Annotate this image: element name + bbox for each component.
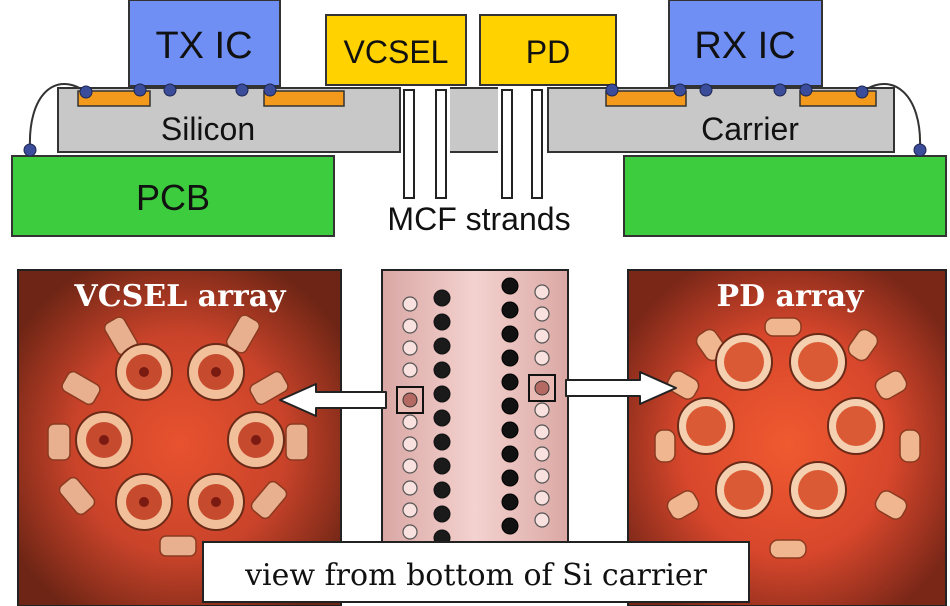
arrow-to-pd	[565, 371, 677, 405]
arrow-to-vcsel	[279, 383, 387, 417]
tx-ic-chip	[128, 0, 281, 87]
wire-bonds	[28, 83, 922, 149]
rx-ic-label: RX IC	[694, 25, 795, 67]
pcb-left	[11, 155, 335, 237]
mcf-strands	[403, 89, 543, 199]
pcb-right	[623, 155, 947, 237]
vcsel-array-title: VCSEL array	[73, 279, 287, 314]
vcsel-emitters	[75, 343, 285, 531]
solder-bumps	[23, 83, 927, 157]
fiber-core-columns	[402, 277, 550, 547]
vcsel-micrograph: VCSEL array	[17, 269, 342, 606]
vcsel-label: VCSEL	[344, 34, 449, 70]
caption-box: view from bottom of Si carrier	[202, 541, 750, 603]
pd-array-title: PD array	[717, 279, 866, 314]
vcsel-chip	[325, 14, 467, 86]
silicon-carrier-middle	[450, 88, 498, 152]
silicon-label: Silicon	[161, 111, 255, 147]
carrier-label: Carrier	[701, 111, 799, 147]
rx-ic-chip	[668, 0, 823, 87]
tx-ic-label: TX IC	[155, 25, 252, 67]
pd-chip	[479, 14, 617, 86]
mcf-strands-label: MCF strands	[387, 201, 570, 237]
pcb-label: PCB	[136, 177, 210, 218]
fiber-end-micrograph	[381, 269, 569, 561]
cross-section: TX IC RX IC VCSEL PD Silicon Carrier PCB…	[11, 0, 947, 237]
pd-detectors	[677, 333, 885, 519]
pd-label: PD	[526, 34, 570, 70]
caption-text: view from bottom of Si carrier	[244, 558, 708, 593]
